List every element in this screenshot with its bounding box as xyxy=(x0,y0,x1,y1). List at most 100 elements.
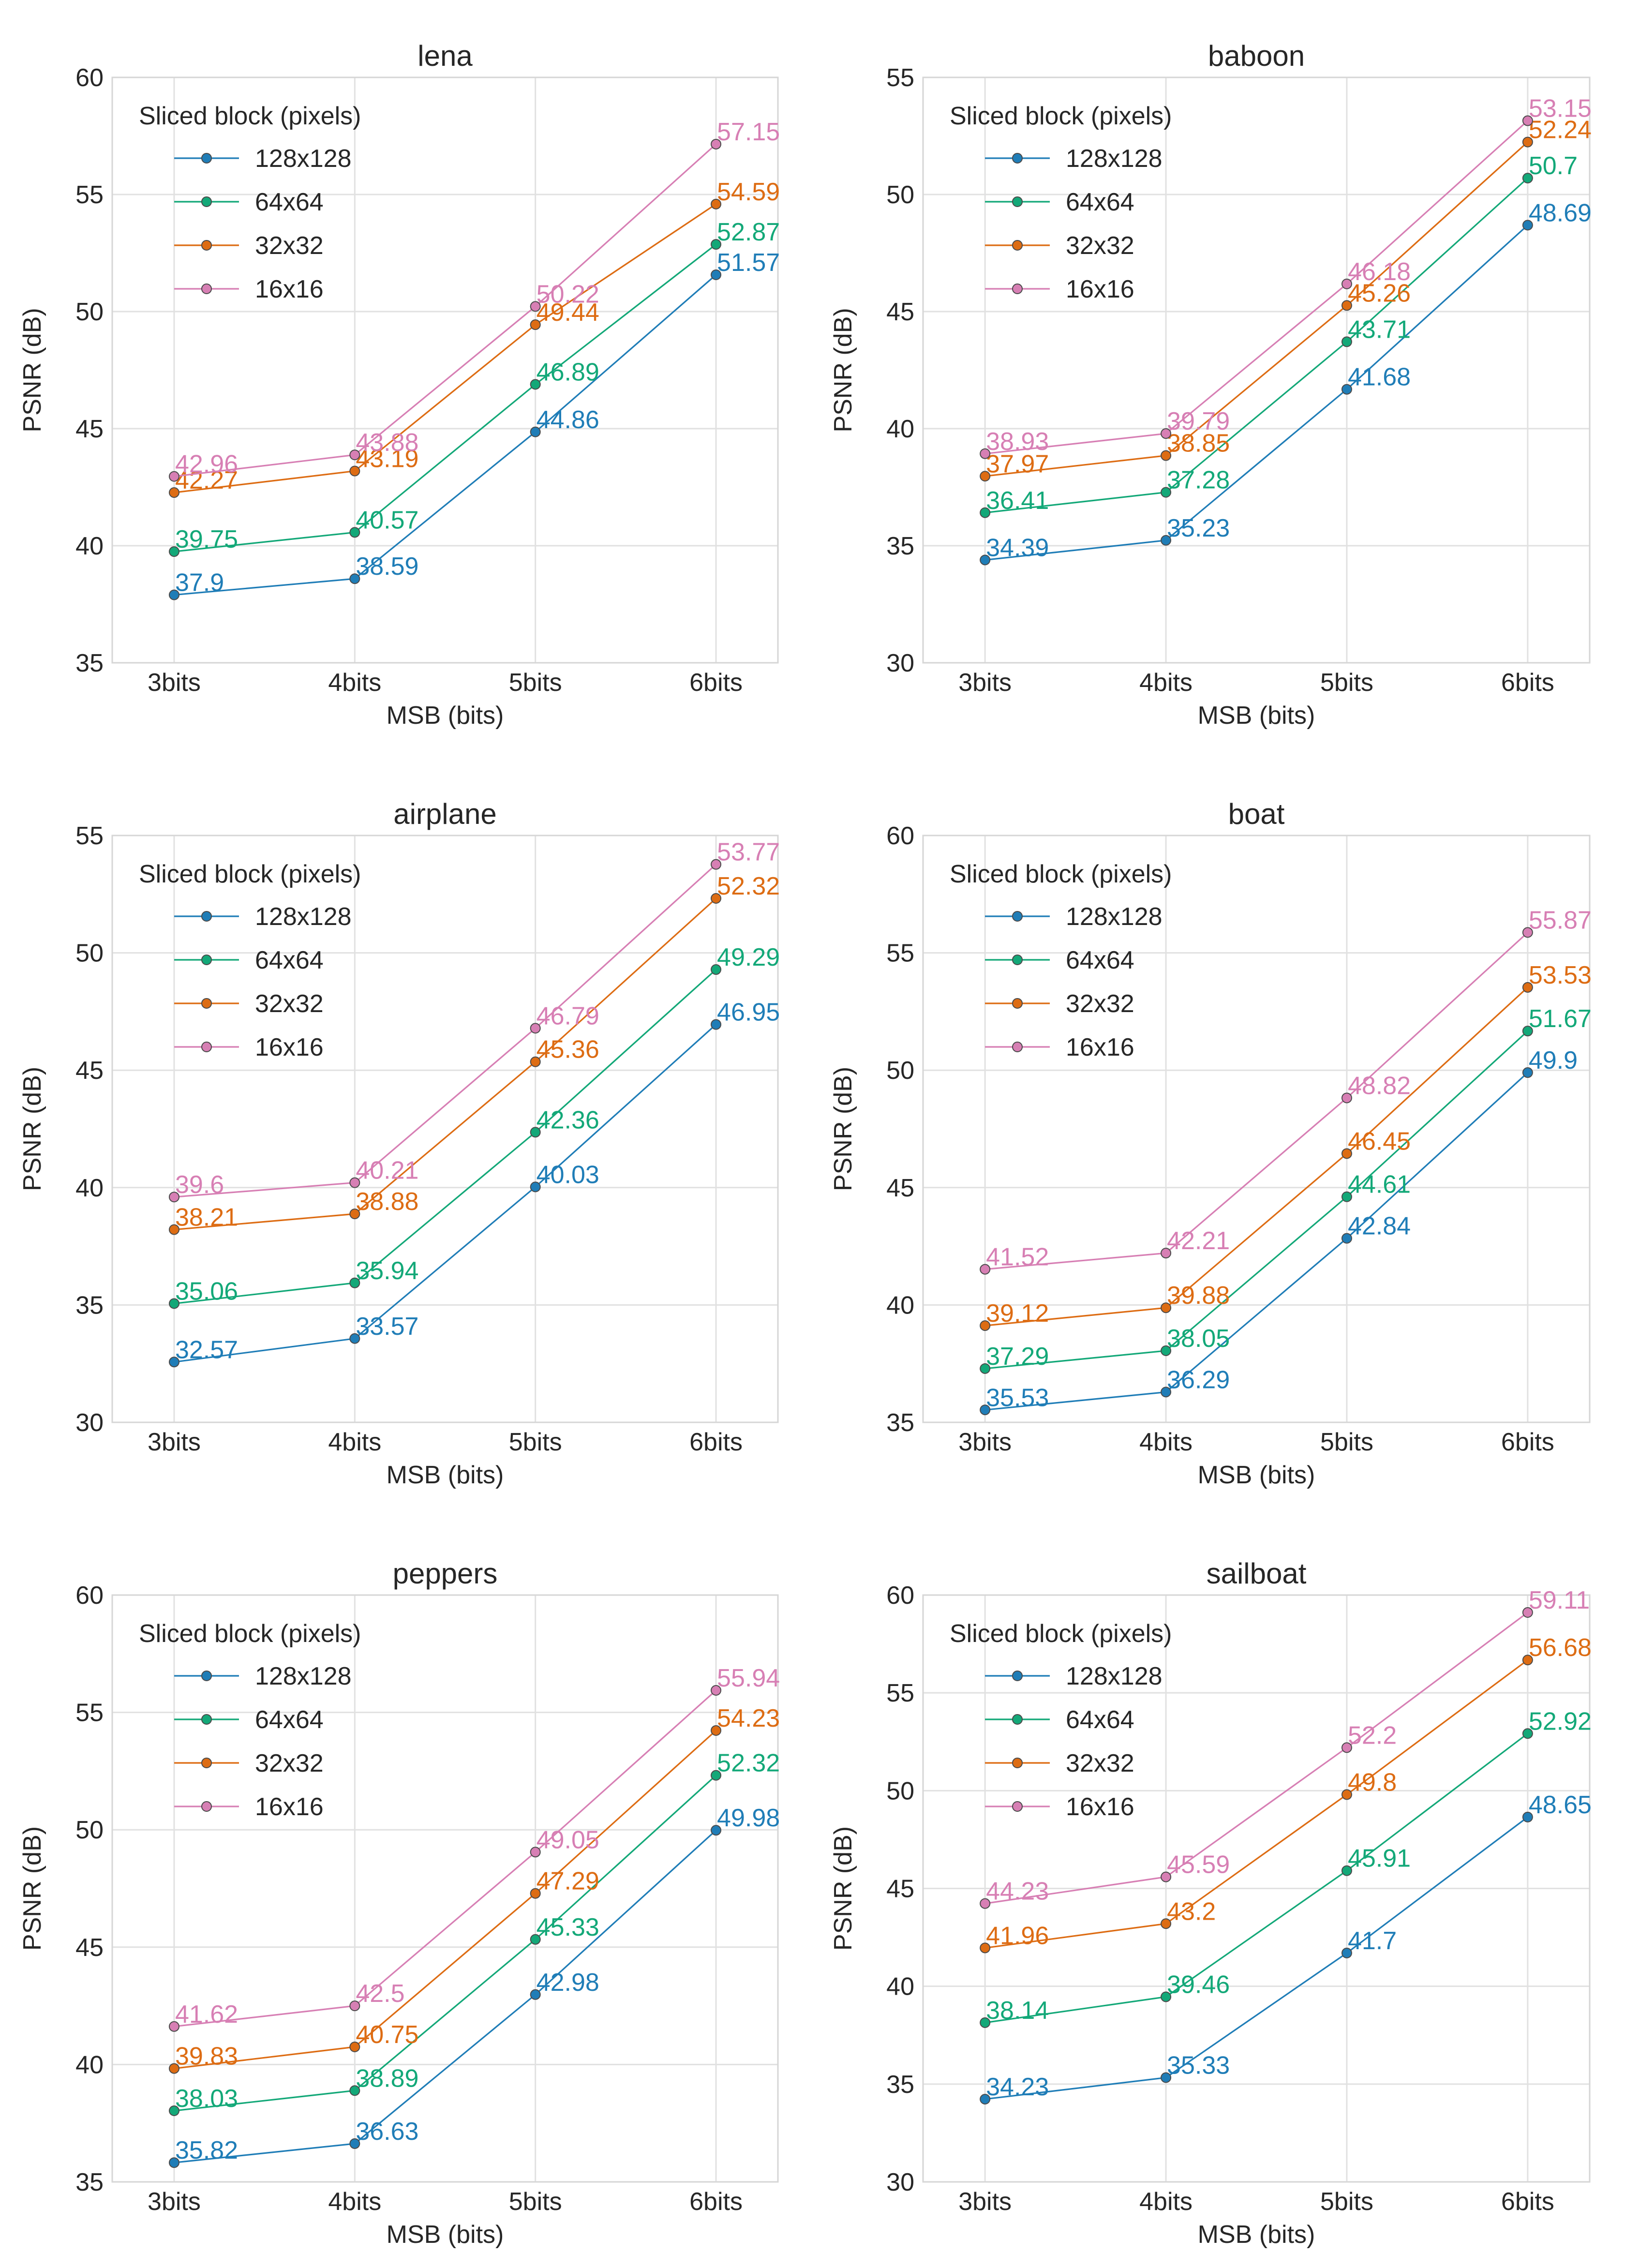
y-axis-label: PSNR (dB) xyxy=(18,1067,46,1191)
x-tick-label: 4bits xyxy=(328,1428,381,1456)
legend: Sliced block (pixels) 128x128 64x64 32x32 16… xyxy=(950,102,1172,303)
plot-frame xyxy=(111,1594,779,2183)
y-tick-label: 35 xyxy=(75,2168,104,2196)
legend-marker xyxy=(1012,240,1023,251)
series-line-64x64 xyxy=(174,969,717,1305)
x-tick-label: 5bits xyxy=(509,1428,562,1456)
data-point xyxy=(1161,2072,1172,2083)
x-tick-label: 3bits xyxy=(958,669,1012,697)
data-point xyxy=(530,379,541,390)
data-label: 55.87 xyxy=(1529,906,1592,934)
y-tick-label: 35 xyxy=(886,1409,914,1437)
legend-marker xyxy=(1012,911,1023,922)
series-line-16x16 xyxy=(984,1611,1528,1905)
data-label: 45.59 xyxy=(1167,1851,1230,1879)
legend-label: 32x32 xyxy=(1066,990,1134,1018)
data-label: 49.8 xyxy=(1348,1768,1397,1796)
data-label: 41.62 xyxy=(175,2000,238,2029)
data-label: 44.61 xyxy=(1348,1171,1411,1199)
y-tick-label: 35 xyxy=(886,2071,914,2099)
data-label: 48.65 xyxy=(1529,1791,1592,1819)
data-label: 43.19 xyxy=(356,445,418,473)
subplot-baboon: 30 35 40 45 50 55 3bits 4bits 5bits 6bits baboon MS… xyxy=(829,40,1592,730)
data-point xyxy=(980,2017,991,2028)
data-point xyxy=(1161,1302,1172,1313)
legend-title: Sliced block (pixels) xyxy=(950,102,1172,130)
data-point xyxy=(1161,1991,1172,2002)
legend-label: 64x64 xyxy=(1066,188,1134,216)
legend-marker xyxy=(1012,1671,1023,1681)
series-line-128x128 xyxy=(174,1829,717,2164)
legend-label: 16x16 xyxy=(1066,1793,1134,1821)
plot-frame xyxy=(922,76,1591,664)
x-tick-label: 6bits xyxy=(689,2188,743,2216)
legend-marker xyxy=(201,911,212,922)
data-point xyxy=(349,1177,360,1188)
data-point xyxy=(168,1192,179,1203)
data-label: 49.44 xyxy=(537,298,599,327)
data-label: 52.24 xyxy=(1529,116,1592,144)
series-line-64x64 xyxy=(174,1775,717,2112)
data-label: 59.11 xyxy=(1529,1586,1590,1614)
data-point xyxy=(349,449,360,461)
data-label: 35.94 xyxy=(356,1257,418,1285)
data-point xyxy=(530,1847,541,1858)
legend: Sliced block (pixels) 128x128 64x64 32x32 16… xyxy=(139,860,361,1061)
data-point xyxy=(1161,428,1172,439)
y-tick-label: 50 xyxy=(75,298,104,326)
y-axis-label: PSNR (dB) xyxy=(18,1826,46,1951)
data-point xyxy=(1522,220,1533,231)
y-tick-label: 30 xyxy=(886,649,914,677)
data-point xyxy=(711,1685,722,1696)
y-tick-label: 40 xyxy=(886,1291,914,1319)
x-axis-label: MSB (bits) xyxy=(1198,2221,1315,2249)
data-point xyxy=(1522,1728,1533,1739)
x-tick-label: 4bits xyxy=(328,669,381,697)
legend-label: 32x32 xyxy=(1066,232,1134,260)
x-tick-label: 4bits xyxy=(1139,669,1193,697)
data-label: 42.27 xyxy=(175,466,238,494)
data-label: 56.68 xyxy=(1529,1634,1592,1662)
data-point xyxy=(349,2138,360,2149)
data-label: 49.9 xyxy=(1529,1046,1578,1074)
data-label: 50.7 xyxy=(1529,152,1578,180)
y-axis-label: PSNR (dB) xyxy=(829,1826,857,1951)
data-label: 39.75 xyxy=(175,525,238,553)
data-point xyxy=(1522,982,1533,993)
subplot-airplane: 30 35 40 45 50 55 3bits 4bits 5bits 6bits airplane… xyxy=(18,798,780,1489)
x-tick-label: 3bits xyxy=(958,1428,1012,1456)
data-point xyxy=(1161,1918,1172,1929)
y-tick-label: 55 xyxy=(886,1679,914,1707)
data-label: 55.94 xyxy=(717,1664,780,1692)
series-line-16x16 xyxy=(984,120,1528,455)
data-label: 38.88 xyxy=(356,1188,418,1216)
data-label: 37.9 xyxy=(175,569,224,597)
legend-marker xyxy=(201,1758,212,1768)
data-point xyxy=(1341,1789,1352,1800)
data-label: 39.6 xyxy=(175,1171,224,1199)
data-label: 40.57 xyxy=(356,506,418,534)
data-point xyxy=(1161,1387,1172,1398)
data-point xyxy=(980,1363,991,1374)
data-point xyxy=(980,2093,991,2104)
legend-label: 32x32 xyxy=(1066,1749,1134,1777)
data-point xyxy=(1341,1233,1352,1244)
data-point xyxy=(168,2157,179,2168)
data-label: 36.41 xyxy=(986,487,1049,515)
legend-marker xyxy=(201,955,212,965)
series-line-16x16 xyxy=(174,864,717,1198)
legend-label: 64x64 xyxy=(1066,946,1134,974)
y-tick-label: 50 xyxy=(75,1816,104,1844)
data-point xyxy=(1522,927,1533,938)
data-label: 47.29 xyxy=(537,1867,599,1895)
legend-marker xyxy=(201,1714,212,1725)
data-label: 52.32 xyxy=(717,872,780,900)
data-label: 48.82 xyxy=(1348,1072,1411,1100)
data-label: 54.23 xyxy=(717,1704,780,1732)
data-point xyxy=(1161,450,1172,461)
legend-label: 128x128 xyxy=(1066,903,1163,931)
data-label: 42.36 xyxy=(537,1106,599,1134)
data-label: 45.36 xyxy=(537,1036,599,1064)
y-tick-label: 55 xyxy=(886,64,914,92)
data-label: 42.21 xyxy=(1167,1227,1230,1255)
